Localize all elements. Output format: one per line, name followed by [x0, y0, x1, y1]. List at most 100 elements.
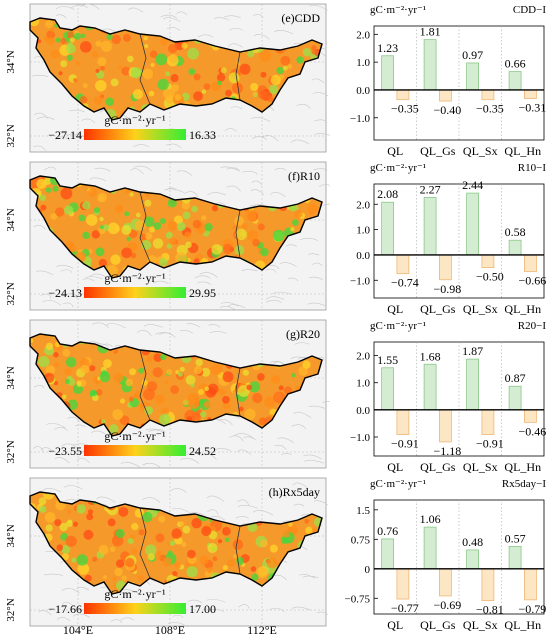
map-panel-label: (f)R10: [288, 169, 320, 183]
data-label-positive: 1.87: [462, 344, 483, 358]
chart-title: R20−I: [518, 320, 547, 332]
data-label-positive: 0.97: [462, 48, 483, 62]
data-label-positive: 1.06: [420, 512, 441, 526]
map-panel-cdd: 34°N 32°N (e)CDD gC·m⁻²·yr⁻¹ −27.14 16.33: [0, 0, 330, 153]
y-tick-label: −0.75: [345, 593, 371, 605]
map-panel-rx5day: 34°N 32°N (h)Rx5day gC·m⁻²·yr⁻¹ −17.66 17.00: [0, 474, 330, 628]
bar-negative: [396, 568, 410, 600]
y-tick-label: 0.75: [351, 534, 371, 546]
bar-positive: [466, 192, 480, 256]
data-label-negative: −0.66: [519, 274, 547, 288]
bar-negative: [481, 89, 495, 101]
x-tick-label: QL_Sx: [463, 618, 498, 632]
x-tick-label: QL_Hn: [504, 302, 541, 316]
data-label-negative: −0.77: [391, 601, 419, 615]
data-label-positive: 2.27: [420, 182, 441, 196]
bar-negative: [396, 89, 410, 101]
x-tick-label: QL_Sx: [463, 302, 498, 316]
map-panel-label: (e)CDD: [281, 11, 320, 25]
lat-label-34: 34°N: [5, 50, 17, 73]
y-tick-label: 1.0: [356, 225, 370, 237]
province-boundary: [139, 507, 151, 579]
lon-label-108: 108°E: [155, 623, 185, 637]
bar-positive: [466, 549, 480, 570]
figure-row-r10: 34°N 32°N (f)R10 gC·m⁻²·yr⁻¹ −24.13 29.95 gC·…: [0, 158, 550, 318]
bar-negative: [481, 409, 495, 435]
x-tick-label: QL_Gs: [420, 618, 456, 632]
bar-chart-rx5day: gC·m⁻²·yr⁻¹ Rx5day−I −0.75 0 0.75 1.5 0.76 −0.7…: [345, 478, 547, 632]
y-tick-label: 2.0: [356, 351, 370, 363]
y-tick-label: −1.0: [350, 275, 370, 287]
chart-title: Rx5day−I: [502, 478, 546, 490]
x-tick-label: QL_Hn: [504, 144, 541, 158]
bar-negative: [523, 409, 537, 423]
province-boundary: [139, 191, 151, 263]
map-r20: 34°N 32°N (g)R20 gC·m⁻²·yr⁻¹ −23.55 24.52: [5, 319, 330, 469]
chart-unit-label: gC·m⁻²·yr⁻¹: [370, 478, 426, 490]
data-label-negative: −0.79: [519, 602, 547, 616]
map-rx5day: 34°N 32°N (h)Rx5day gC·m⁻²·yr⁻¹ −17.66 17.00: [5, 477, 329, 628]
x-tick-label: QL: [387, 460, 403, 474]
data-label-positive: 0.66: [505, 57, 526, 71]
province-boundary: [235, 367, 241, 417]
y-tick-label: 1.0: [356, 57, 370, 69]
lat-label-34: 34°N: [5, 524, 17, 547]
y-tick-label: 0: [365, 564, 371, 576]
colorbar-min-label: −23.55: [48, 444, 82, 458]
map-panel-label: (g)R20: [286, 327, 320, 341]
data-label-negative: −0.98: [434, 282, 462, 296]
bar-chart-cdd: gC·m⁻²·yr⁻¹ CDD−I −1.0 0.0 1.0 2.0 1.23 −0.35 QL…: [350, 4, 547, 158]
bar-chart-r20: gC·m⁻²·yr⁻¹ R20−I−1.00.01.02.0 1.55−0.91QL…: [350, 320, 547, 474]
lat-label-34: 34°N: [5, 208, 17, 231]
data-label-negative: −0.50: [476, 270, 504, 284]
data-label-negative: −0.35: [391, 102, 419, 116]
bar-positive: [381, 201, 394, 256]
data-label-positive: 1.68: [420, 349, 441, 363]
region-outline: [29, 333, 323, 437]
data-label-positive: 1.23: [377, 41, 398, 55]
colorbar-min-label: −27.14: [48, 128, 82, 142]
figure-row-rx5day: 34°N 32°N (h)Rx5day gC·m⁻²·yr⁻¹ −17.66 17.00 …: [0, 474, 550, 634]
map-r10: 34°N 32°N (f)R10 gC·m⁻²·yr⁻¹ −24.13 29.95: [5, 161, 330, 311]
data-label-negative: −0.81: [476, 603, 504, 617]
x-tick-label: QL_Sx: [463, 460, 498, 474]
bar-chart-r10: gC·m⁻²·yr⁻¹ R10−I−1.00.01.02.02.08−0.74QL…: [350, 162, 547, 316]
bar-positive: [508, 545, 522, 570]
bar-positive: [466, 358, 480, 411]
data-label-positive: 0.76: [377, 524, 398, 538]
x-tick-label: QL_Hn: [504, 618, 541, 632]
bar-positive: [508, 239, 522, 256]
bar-negative: [439, 409, 452, 443]
province-boundary: [235, 525, 241, 575]
y-tick-label: −1.0: [350, 432, 370, 444]
bar-positive: [423, 39, 437, 91]
y-tick-label: 1.5: [356, 505, 370, 517]
lat-label-32: 32°N: [5, 440, 17, 463]
bar-negative: [523, 89, 537, 99]
data-label-positive: 1.55: [377, 353, 398, 367]
map-cdd: 34°N 32°N (e)CDD gC·m⁻²·yr⁻¹ −27.14 16.33: [5, 3, 330, 153]
x-tick-label: QL: [387, 302, 403, 316]
province-boundary: [235, 209, 241, 259]
colorbar-unit: gC·m⁻²·yr⁻¹: [104, 113, 166, 127]
bar-positive: [508, 71, 522, 91]
colorbar: [84, 445, 186, 456]
bar-negative: [481, 254, 495, 269]
lon-label-104: 104°E: [63, 623, 93, 637]
bar-negative: [439, 89, 452, 102]
data-label-negative: −0.40: [434, 103, 462, 117]
data-label-negative: −0.69: [434, 598, 462, 612]
data-label-negative: −0.74: [391, 276, 419, 290]
region-outline: [29, 17, 323, 121]
data-label-negative: −0.91: [391, 437, 419, 451]
lat-label-32: 32°N: [5, 282, 17, 305]
colorbar: [84, 287, 186, 298]
x-tick-label: QL_Hn: [504, 460, 541, 474]
colorbar-unit: gC·m⁻²·yr⁻¹: [104, 587, 166, 601]
y-tick-label: 2.0: [356, 29, 370, 41]
bar-positive: [466, 62, 480, 91]
data-label-negative: −0.31: [519, 101, 547, 115]
bar-positive: [423, 197, 437, 256]
x-tick-label: QL_Gs: [420, 460, 456, 474]
chart-title: R10−I: [518, 162, 547, 174]
